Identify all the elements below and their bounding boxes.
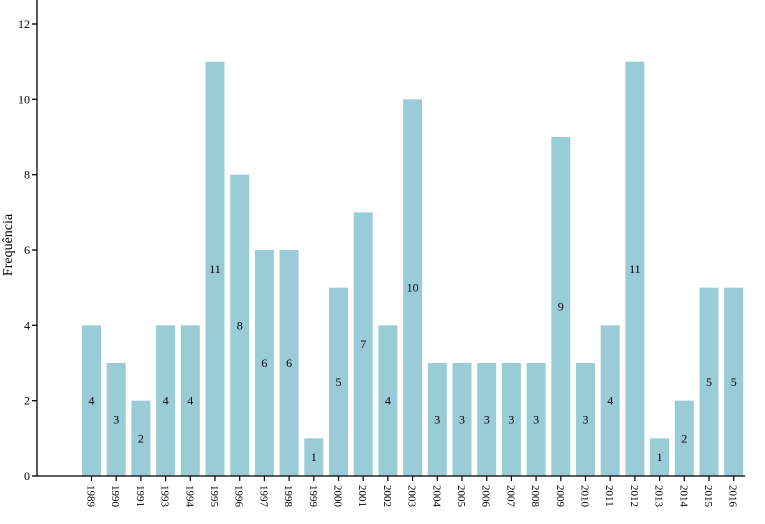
bar-value-label: 3 <box>533 413 539 427</box>
y-tick-label: 12 <box>18 17 30 31</box>
bar <box>230 174 250 476</box>
x-tick-label: 2009 <box>554 485 566 508</box>
x-tick-label: 2004 <box>430 485 442 508</box>
bar-value-label: 5 <box>706 375 712 389</box>
x-tick-label: 2003 <box>406 485 418 508</box>
x-tick-label: 1994 <box>183 485 195 508</box>
bar <box>205 61 225 477</box>
x-tick-label: 1995 <box>208 485 220 508</box>
x-tick-label: 2007 <box>504 485 516 508</box>
bar <box>650 438 670 476</box>
bar <box>82 325 101 476</box>
bar <box>576 363 595 476</box>
bar <box>699 287 719 476</box>
x-axis: 1989 1990 1991 1993 1994 1995 1996 1997 1998 1999… <box>37 475 746 508</box>
x-tick-label: 2013 <box>653 485 665 508</box>
bar-value-label: 1 <box>311 450 317 464</box>
x-tick-label: 2011 <box>603 485 615 507</box>
y-tick-label: 6 <box>24 243 30 257</box>
bar <box>526 363 546 476</box>
bar-value-label: 3 <box>459 413 465 427</box>
x-tick-label: 2005 <box>455 485 467 508</box>
bars-group <box>82 61 744 477</box>
bar-value-label: 4 <box>187 394 193 408</box>
bar-value-label: 6 <box>286 356 292 370</box>
bar <box>477 363 497 476</box>
bar <box>180 325 200 476</box>
y-tick-label: 10 <box>18 92 30 106</box>
y-tick-label: 0 <box>24 469 30 483</box>
bar-value-label: 2 <box>138 431 144 445</box>
x-tick-label: 2008 <box>529 485 541 508</box>
bar-value-label: 3 <box>113 413 119 427</box>
y-tick-label: 2 <box>24 394 30 408</box>
bar-value-label: 7 <box>360 337 366 351</box>
x-tick-label: 1991 <box>134 485 146 507</box>
bar <box>501 363 521 476</box>
x-tick-label: 2016 <box>727 485 739 508</box>
bar <box>279 250 299 476</box>
bar-value-label: 5 <box>336 375 342 389</box>
bar-value-label: 10 <box>407 281 419 295</box>
x-tick-label: 1998 <box>282 485 294 508</box>
bar <box>625 61 645 477</box>
bar <box>600 325 620 476</box>
x-tick-label: 1989 <box>85 485 97 508</box>
y-tick-label: 4 <box>24 318 30 332</box>
bar-value-label: 3 <box>484 413 490 427</box>
bar-value-label: 9 <box>558 300 564 314</box>
bar <box>254 250 274 476</box>
bar-value-label: 11 <box>209 262 221 276</box>
x-tick-label: 2002 <box>381 485 393 507</box>
y-axis-label: Frequência <box>1 213 16 276</box>
bar-value-label: 8 <box>237 318 243 332</box>
x-tick-label: 2014 <box>677 485 689 508</box>
bar-value-label: 3 <box>583 413 589 427</box>
x-tick-label: 2001 <box>356 485 368 507</box>
bar <box>724 287 744 476</box>
bar <box>156 325 176 476</box>
bar-value-label: 6 <box>261 356 267 370</box>
y-tick-label: 8 <box>24 168 30 182</box>
bar <box>403 99 423 476</box>
bar-value-label: 5 <box>731 375 737 389</box>
bar-value-label: 3 <box>434 413 440 427</box>
bar <box>353 212 373 477</box>
bar <box>329 287 348 476</box>
bar <box>551 137 571 476</box>
x-tick-label: 1999 <box>307 485 319 508</box>
x-tick-label: 1990 <box>109 485 121 508</box>
x-tick-label: 2006 <box>480 485 492 508</box>
x-tick-label: 2012 <box>628 485 640 507</box>
x-tick-label: 2015 <box>702 485 714 508</box>
bar-value-label: 4 <box>385 394 391 408</box>
x-tick-label: 2000 <box>332 485 344 508</box>
bar <box>304 438 324 476</box>
bar <box>106 363 126 476</box>
x-tick-label: 1996 <box>233 485 245 508</box>
bar-value-label: 2 <box>681 431 687 445</box>
bar <box>674 400 694 476</box>
bar <box>131 400 151 476</box>
bar-value-label: 11 <box>629 262 641 276</box>
bar-value-label: 4 <box>163 394 169 408</box>
bar <box>378 325 398 476</box>
bar-value-label: 1 <box>657 450 663 464</box>
x-tick-label: 1993 <box>159 485 171 508</box>
y-axis: 0 2 4 6 8 10 12 <box>18 0 38 483</box>
bar-value-label: 4 <box>89 394 95 408</box>
x-tick-label: 1997 <box>257 485 269 508</box>
x-tick-label: 2010 <box>579 485 591 508</box>
bar <box>427 363 447 476</box>
bar-value-label: 4 <box>607 394 613 408</box>
bar-value-label: 3 <box>508 413 514 427</box>
bar <box>452 363 472 476</box>
